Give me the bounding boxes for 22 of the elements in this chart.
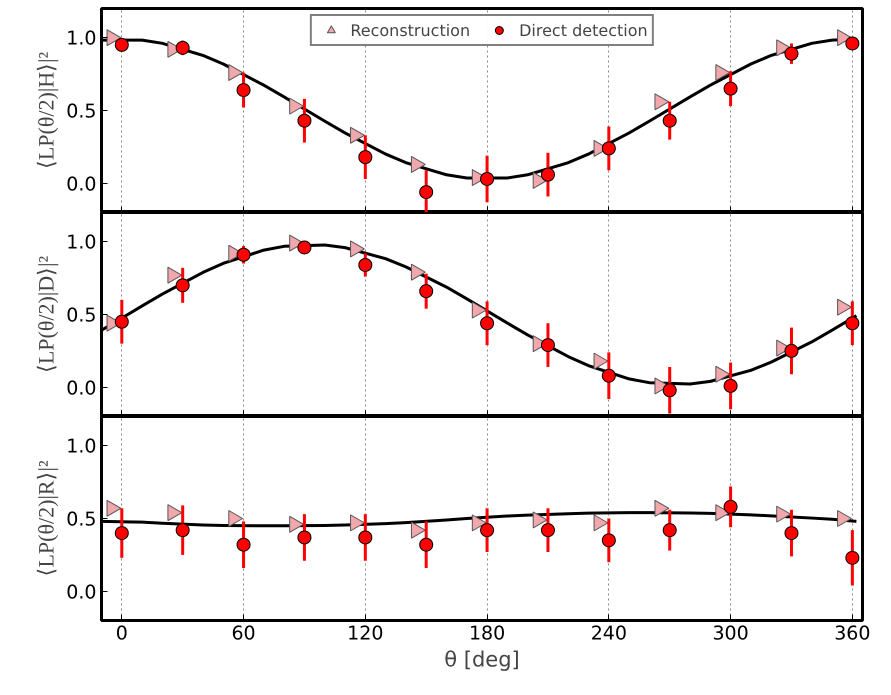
y-axis-title: ⟨LP(θ/2)|H⟩|² (33, 51, 58, 170)
x-tick-label: 0 (116, 622, 128, 644)
legend-label: Direct detection (519, 20, 648, 40)
x-tick-label: 360 (834, 622, 870, 644)
x-tick-label: 240 (590, 622, 627, 644)
y-tick-label: 1.0 (66, 232, 96, 254)
y-tick-label: 1.0 (66, 436, 96, 458)
x-tick-label: 180 (468, 622, 506, 644)
y-tick-label: 0.0 (66, 377, 96, 400)
y-tick-label: 1.0 (66, 28, 96, 50)
y-axis-title: ⟨LP(θ/2)|D⟩|² (33, 255, 58, 374)
y-tick-label: 0.0 (66, 173, 96, 196)
legend-label: Reconstruction (350, 20, 470, 40)
y-tick-label: 0.5 (66, 304, 96, 326)
x-axis-title: θ [deg] (444, 648, 520, 672)
x-tick-label: 60 (231, 622, 256, 644)
x-tick-label: 300 (712, 622, 749, 644)
y-tick-label: 0.5 (66, 508, 96, 530)
y-axis-title: ⟨LP(θ/2)|R⟩|² (33, 460, 58, 577)
x-tick-label: 120 (347, 622, 384, 644)
y-tick-label: 0.5 (66, 100, 96, 122)
y-tick-label: 0.0 (66, 581, 96, 604)
